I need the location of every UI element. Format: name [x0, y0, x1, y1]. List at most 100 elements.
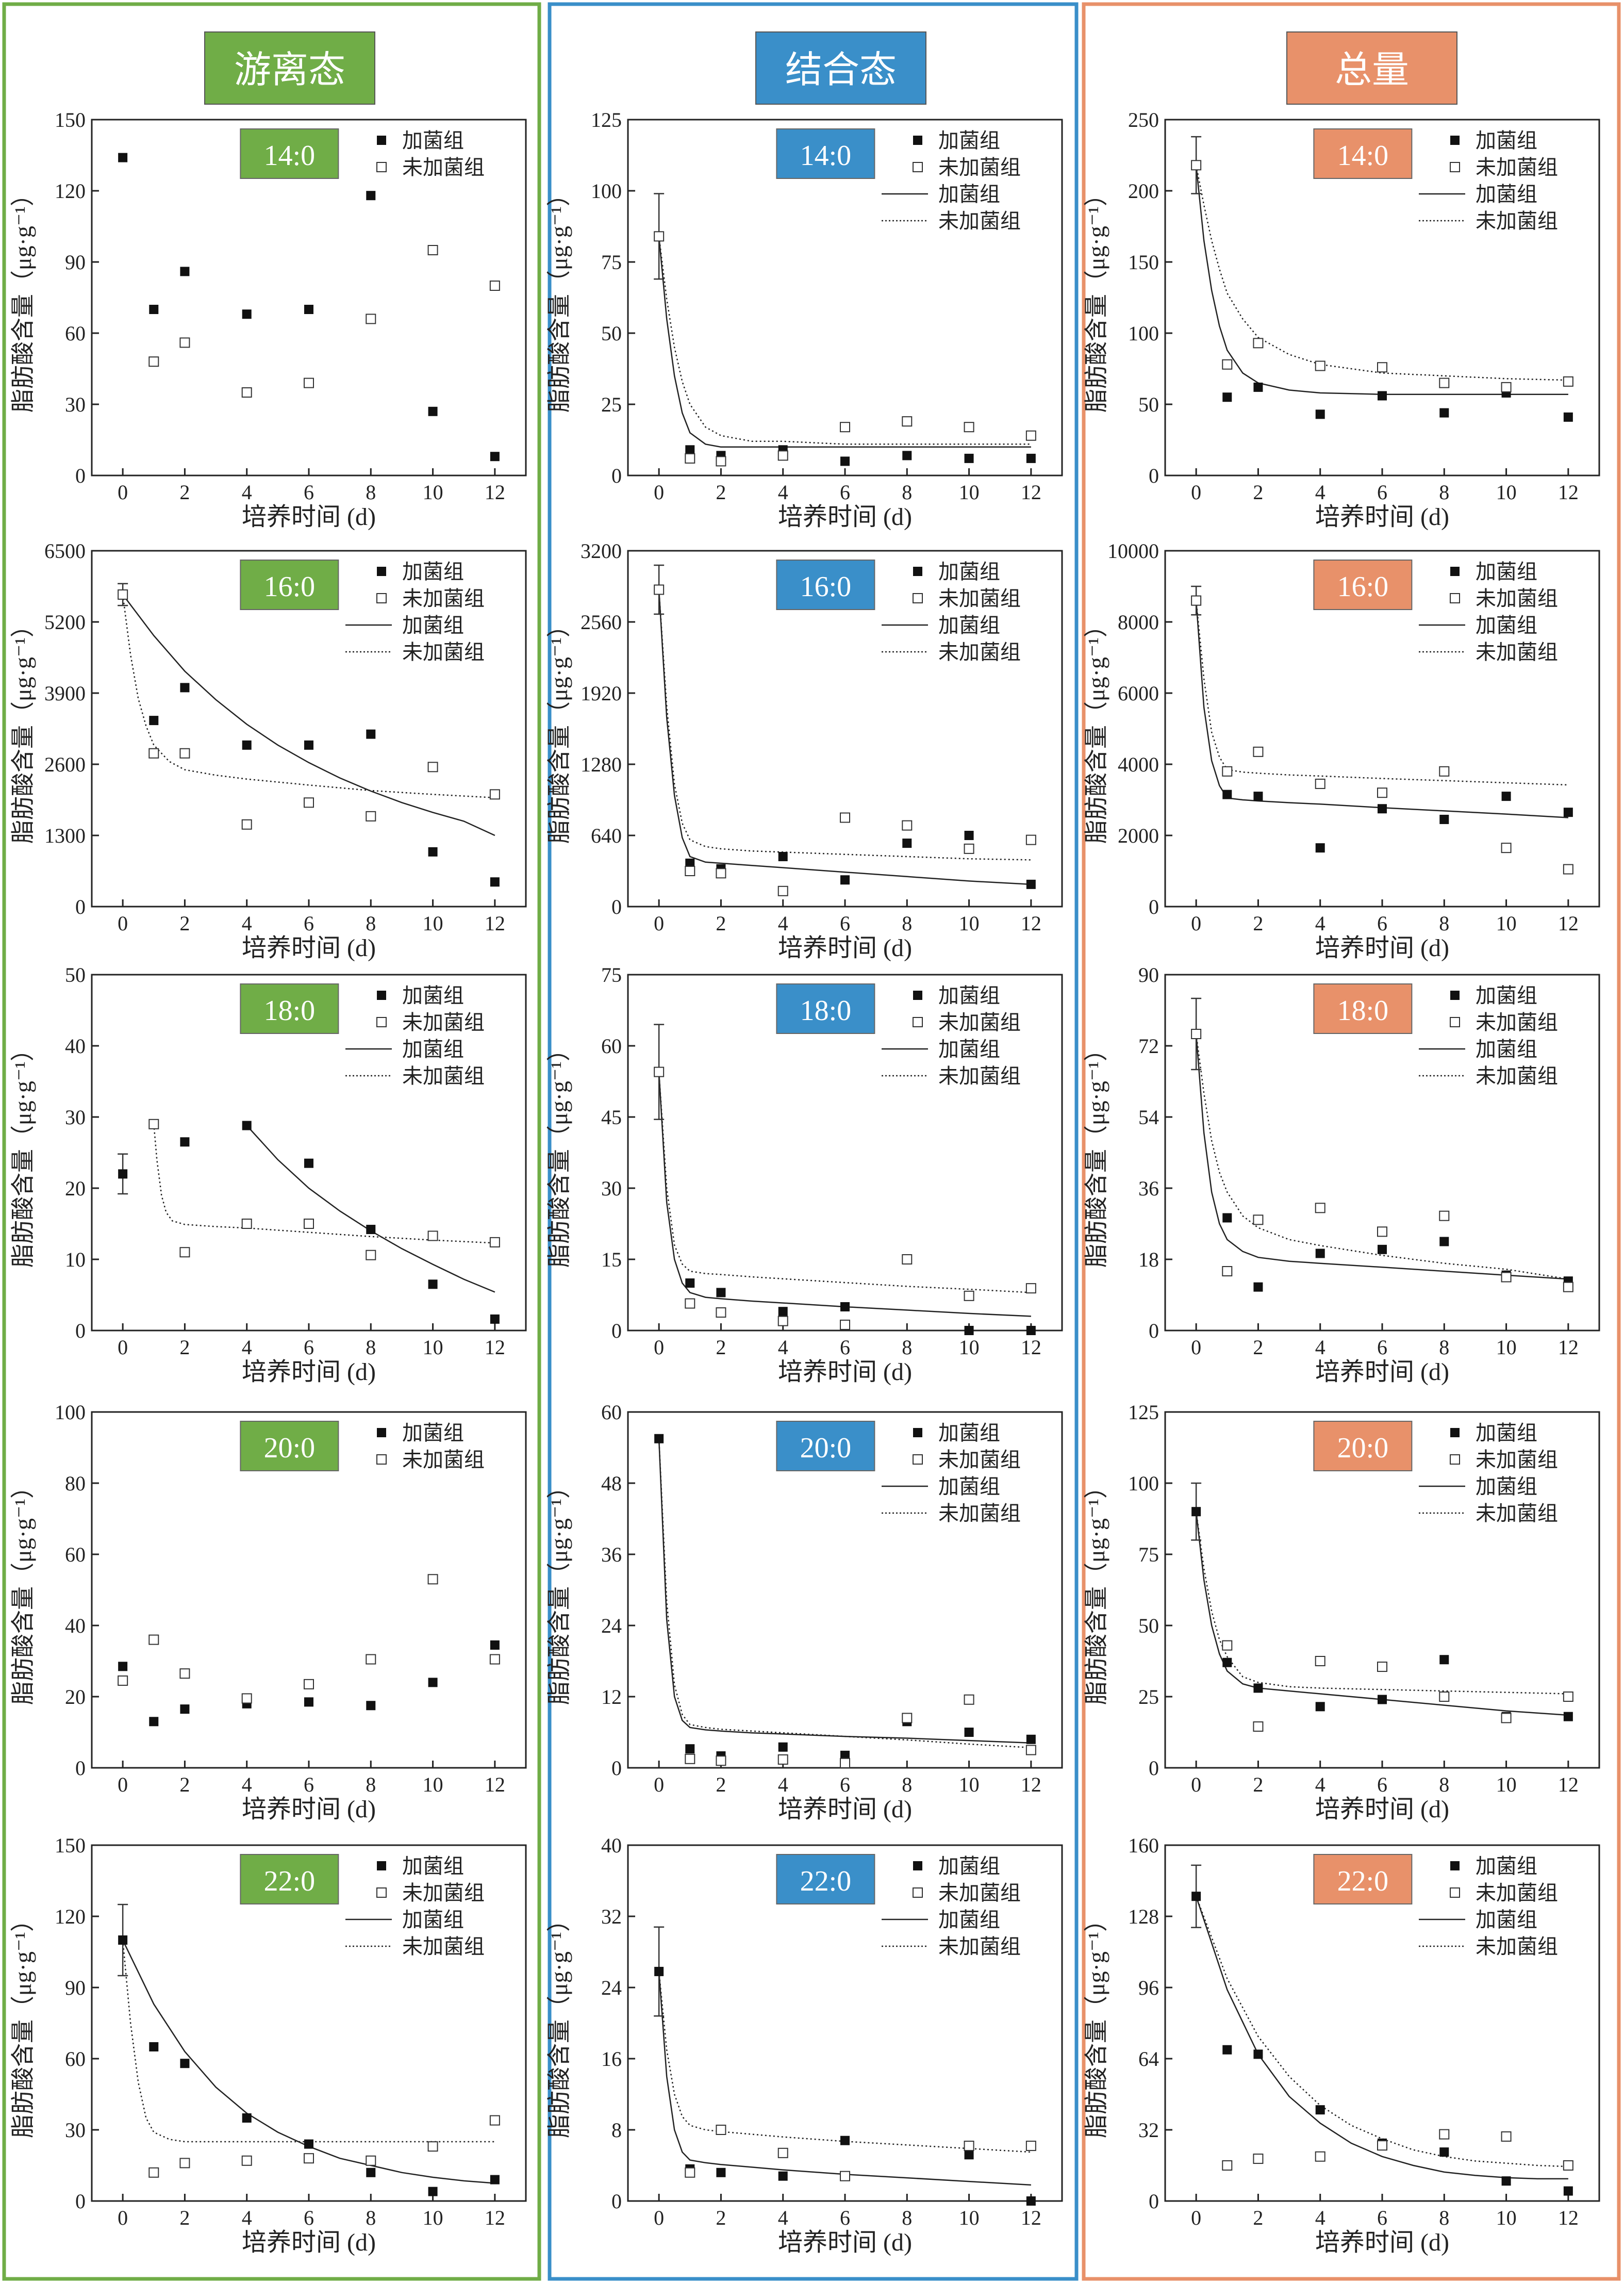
free-20-x-tick-label: 10 — [423, 1773, 443, 1796]
bound-16-point-open — [1025, 834, 1036, 845]
total-18-y-tick-label: 54 — [1138, 1106, 1159, 1129]
total-14-y-tick-label: 0 — [1149, 464, 1159, 487]
total-column-frame — [1082, 2, 1621, 2281]
bound-14-legend-label: 未加菌组 — [938, 209, 1021, 233]
bound-20-fit-curve-solid — [658, 1438, 1031, 1744]
bound-16-panel: 0 640 1280 1920 2560 3200 0 2 4 6 8 10 12 培养时间 (d) 脂肪酸… — [546, 539, 1063, 962]
free-18-x-tick-label: 10 — [423, 1336, 443, 1359]
bound-20-point-filled — [685, 1744, 695, 1754]
free-20-point-open — [241, 1693, 252, 1704]
free-22-x-tick-label: 6 — [304, 2206, 314, 2229]
total-16-y-tick-label: 8000 — [1118, 611, 1159, 634]
free-14-y-tick-label: 120 — [55, 179, 86, 203]
total-20-badge — [1313, 1421, 1413, 1471]
bound-14-point-open — [654, 231, 665, 242]
bound-16-point-filled — [685, 858, 695, 868]
free-16-x-axis-title: 培养时间 (d) — [242, 934, 376, 962]
bound-14-point-filled — [964, 453, 974, 463]
free-14-x-tick-label: 10 — [423, 481, 443, 504]
free-20-badge-label: 20:0 — [264, 1432, 316, 1464]
bound-16-x-axis-title: 培养时间 (d) — [778, 934, 912, 962]
bound-22-x-tick-label: 10 — [959, 2206, 980, 2229]
bound-22-legend-label: 加菌组 — [938, 1908, 1000, 1931]
bound-16-point-filled — [840, 875, 850, 885]
total-20-x-tick-label: 2 — [1253, 1773, 1263, 1796]
total-18-point-open — [1191, 1029, 1202, 1039]
bound-16-x-tick-label: 6 — [840, 912, 850, 935]
total-16-x-axis-title: 培养时间 (d) — [1315, 934, 1449, 962]
bound-16-fit-curve-solid — [658, 589, 1031, 885]
bound-18-panel: 0 15 30 45 60 75 0 2 4 6 8 10 12 培养时间 (d) 脂肪酸含量（μg·g⁻¹… — [546, 963, 1063, 1386]
total-14-x-tick-label: 12 — [1558, 481, 1579, 504]
bound-14-point-filled — [840, 456, 850, 466]
total-header-box — [1286, 31, 1457, 105]
bound-header-title: 结合态 — [785, 48, 897, 91]
total-20-x-tick-label: 0 — [1191, 1773, 1201, 1796]
free-22-y-tick-label: 90 — [65, 1976, 86, 1999]
bound-18-x-tick-label: 0 — [654, 1336, 664, 1359]
free-22-x-tick-label: 4 — [242, 2206, 252, 2229]
total-20-point-filled — [1191, 1507, 1201, 1517]
total-22-legend-marker-filled — [1450, 1861, 1460, 1870]
total-22-y-tick-label: 0 — [1149, 2190, 1159, 2213]
total-20-point-filled — [1253, 1683, 1263, 1693]
bound-18-badge — [776, 983, 875, 1034]
free-18-point-open — [427, 1230, 438, 1241]
bound-20-x-tick-label: 8 — [902, 1773, 912, 1796]
free-column-frame — [2, 2, 541, 2281]
total-14-point-open — [1501, 382, 1512, 392]
bound-18-legend-label: 未加菌组 — [938, 1064, 1021, 1088]
bound-22-x-tick-label: 8 — [902, 2206, 912, 2229]
total-18-x-tick-label: 6 — [1377, 1336, 1387, 1359]
free-16-point-open — [427, 762, 438, 773]
total-20-legend-label: 加菌组 — [1476, 1475, 1537, 1498]
free-18-legend-label: 未加菌组 — [402, 1011, 485, 1034]
bound-22-y-tick-label: 40 — [601, 1834, 622, 1857]
free-16-y-tick-label: 2600 — [44, 753, 86, 776]
total-20-legend-label: 未加菌组 — [1476, 1448, 1558, 1471]
total-16-x-tick-label: 2 — [1253, 912, 1263, 935]
free-16-x-tick-label: 12 — [485, 912, 505, 935]
free-18-y-tick-label: 40 — [65, 1034, 86, 1058]
total-18-x-tick-label: 10 — [1496, 1336, 1517, 1359]
total-22-badge — [1313, 1854, 1413, 1904]
total-20-point-open — [1563, 1691, 1573, 1702]
bound-16-y-tick-label: 0 — [611, 895, 622, 918]
free-22-y-axis-title: 脂肪酸含量（μg·g⁻¹） — [10, 1908, 36, 2138]
free-22-legend-marker-open — [376, 1887, 387, 1898]
free-20-y-tick-label: 20 — [65, 1685, 86, 1709]
free-18-point-open — [179, 1247, 190, 1258]
bound-18-x-tick-label: 6 — [840, 1336, 850, 1359]
bound-20-legend-label: 未加菌组 — [938, 1448, 1021, 1471]
bound-20-x-tick-label: 0 — [654, 1773, 664, 1796]
total-20-fit-curve-dotted — [1195, 1512, 1568, 1695]
bound-20-point-open — [964, 1694, 974, 1705]
free-14-x-tick-label: 2 — [179, 481, 190, 504]
bound-16-legend-marker-filled — [913, 567, 922, 576]
free-16-point-filled — [366, 729, 376, 739]
total-22-y-axis-title: 脂肪酸含量（μg·g⁻¹） — [1083, 1908, 1109, 2138]
total-18-badge — [1313, 983, 1413, 1034]
bound-20-badge — [776, 1421, 875, 1471]
bound-16-x-tick-label: 4 — [778, 912, 788, 935]
total-16-x-tick-label: 4 — [1315, 912, 1325, 935]
total-22-y-tick-label: 160 — [1128, 1834, 1159, 1857]
bound-20-x-tick-label: 2 — [716, 1773, 726, 1796]
free-16-y-tick-label: 3900 — [44, 682, 86, 705]
total-22-y-tick-label: 96 — [1138, 1976, 1159, 1999]
free-14-x-tick-label: 12 — [485, 481, 505, 504]
bound-14-point-open — [716, 456, 726, 467]
free-18-point-filled — [304, 1158, 313, 1168]
bound-14-x-tick-label: 8 — [902, 481, 912, 504]
free-20-point-filled — [118, 1662, 128, 1671]
bound-14-point-filled — [902, 451, 912, 461]
total-16-y-tick-label: 4000 — [1118, 753, 1159, 776]
bound-20-x-tick-label: 6 — [840, 1773, 850, 1796]
free-22-y-tick-label: 150 — [55, 1834, 86, 1857]
free-18-legend-label: 加菌组 — [402, 1038, 464, 1061]
free-18-legend-marker-open — [376, 1017, 387, 1027]
total-22-point-filled — [1501, 2176, 1511, 2186]
free-22-x-tick-label: 12 — [485, 2206, 505, 2229]
free-22-legend-label: 加菌组 — [402, 1908, 464, 1931]
total-16-point-open — [1439, 766, 1450, 777]
